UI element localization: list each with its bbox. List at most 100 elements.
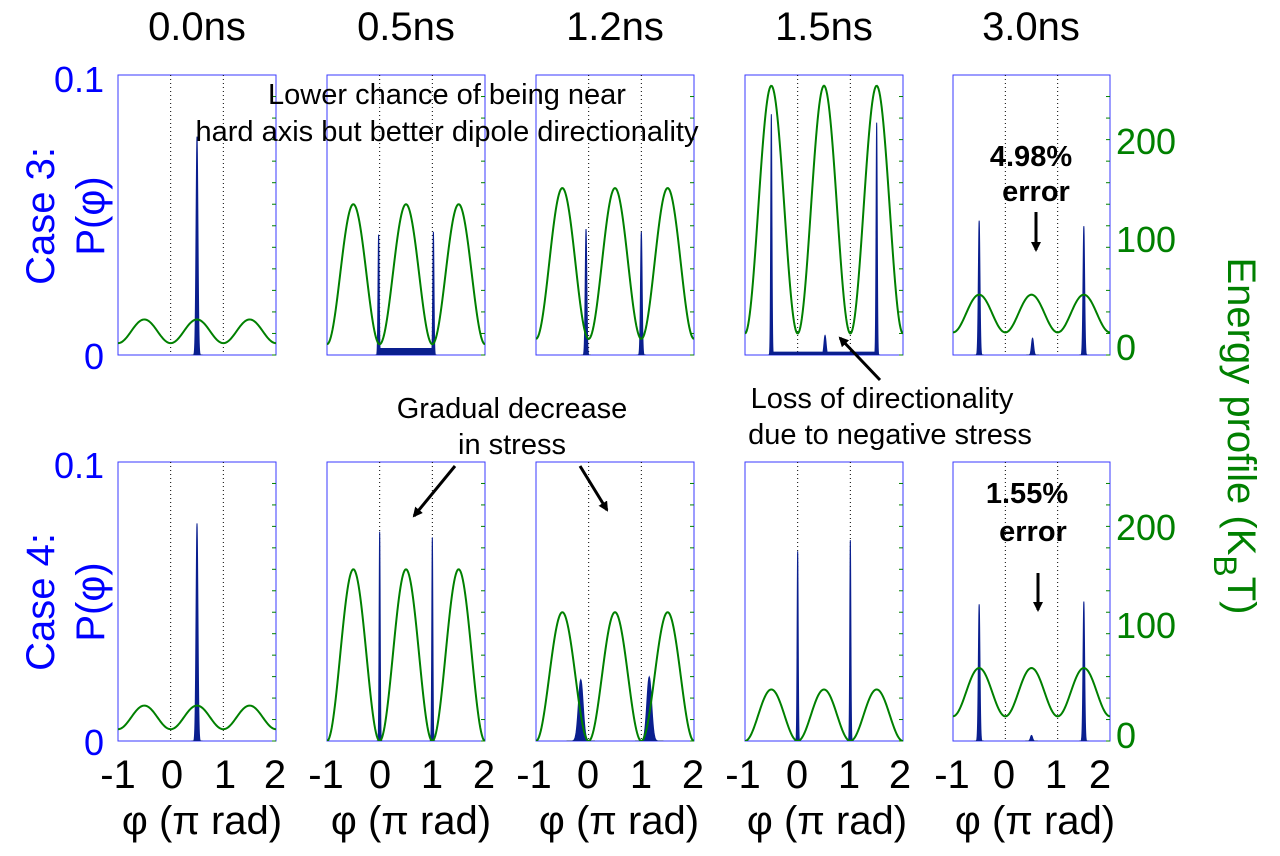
histogram-peak-1 xyxy=(191,136,203,355)
arrow-gradual-right xyxy=(578,465,609,512)
xtick-col3-0: 0 xyxy=(577,753,599,797)
histogram xyxy=(376,531,436,741)
energy-curve xyxy=(118,318,276,345)
panel-grid xyxy=(117,74,1111,742)
annotation-loss-line2: due to negative stress xyxy=(748,419,1032,451)
time-label-col-2: 0.5ns xyxy=(357,5,455,49)
panel-r2-c3 xyxy=(535,461,695,742)
annotation-case4-error-percent: 1.55% xyxy=(986,478,1068,510)
xtick-col1-2: 2 xyxy=(264,753,286,797)
xtick-col2-2: 2 xyxy=(473,753,495,797)
right-ytick-0-row2: 0 xyxy=(1116,715,1136,756)
xtick-col5-1: 1 xyxy=(1045,753,1067,797)
annotation-gradual-line1: Gradual decrease xyxy=(397,393,628,425)
left-ytick-bottom-row2: 0 xyxy=(84,722,104,763)
histogram xyxy=(375,231,437,355)
xtick-col2-m1: -1 xyxy=(308,753,344,797)
histogram-peak-1 xyxy=(974,604,984,741)
histogram-peak-1 xyxy=(376,531,383,741)
histogram xyxy=(974,601,1089,741)
arrow-loss xyxy=(838,336,882,382)
histogram-peak-1 xyxy=(375,234,383,355)
right-axis-label-end: T) xyxy=(1219,577,1263,615)
xtick-col4-2: 2 xyxy=(889,753,911,797)
xtick-col3-2: 2 xyxy=(682,753,704,797)
xtick-col4-0: 0 xyxy=(786,753,808,797)
energy-curve xyxy=(536,611,694,741)
xtick-col5-m1: -1 xyxy=(934,753,970,797)
left-ytick-top-row1: 0.1 xyxy=(54,59,104,100)
xtick-col2-1: 1 xyxy=(421,753,443,797)
panel-r2-c2 xyxy=(326,461,486,742)
arrow-gradual-left xyxy=(412,465,457,518)
annotation-case3-line1: Lower chance of being near xyxy=(268,79,626,111)
xlabel-col1: φ (π rad) xyxy=(122,799,282,843)
annotation-case4-error-word: error xyxy=(999,516,1067,548)
left-ytick-bottom-row1: 0 xyxy=(84,336,104,377)
xtick-col3-m1: -1 xyxy=(516,753,552,797)
xtick-col2-0: 0 xyxy=(369,753,391,797)
xtick-col1-0: 0 xyxy=(161,753,183,797)
panel-r1-c1 xyxy=(117,74,277,356)
panel-r1-c5 xyxy=(952,74,1111,356)
panel-r1-c2 xyxy=(326,74,486,356)
histogram-peak-2 xyxy=(1079,601,1089,741)
histogram-peak-1 xyxy=(974,220,984,355)
panel-frame xyxy=(326,74,486,356)
xtick-col4-1: 1 xyxy=(838,753,860,797)
time-label-col-4: 1.5ns xyxy=(775,5,873,49)
row-label-case4: Case 4: xyxy=(19,533,63,671)
xlabel-col5: φ (π rad) xyxy=(955,799,1115,843)
right-ytick-200-row2: 200 xyxy=(1116,507,1176,548)
row-label-case3: Case 3: xyxy=(19,147,63,285)
panel-frame xyxy=(744,461,904,742)
right-ytick-100-row1: 100 xyxy=(1116,219,1176,260)
energy-curve xyxy=(327,568,485,741)
row-label-case4-p: P(φ) xyxy=(69,562,113,641)
panel-r2-c4 xyxy=(744,461,904,742)
histogram-floor xyxy=(378,348,434,355)
xtick-col5-2: 2 xyxy=(1089,753,1111,797)
right-axis-label-main: Energy profile (K xyxy=(1219,257,1263,555)
energy-curve xyxy=(327,203,485,346)
histogram-peak-1 xyxy=(191,523,203,741)
energy-curve xyxy=(745,84,903,335)
histogram-peak-3 xyxy=(818,334,832,355)
panel-r2-c1 xyxy=(117,461,277,742)
row-label-case3-p: P(φ) xyxy=(69,176,113,255)
panel-r1-c3 xyxy=(535,74,695,356)
histogram-peak-2 xyxy=(873,122,881,355)
annotation-case3-error-percent: 4.98% xyxy=(990,141,1072,173)
energy-curve xyxy=(536,186,694,340)
right-ytick-100-row2: 100 xyxy=(1116,605,1176,646)
histogram xyxy=(974,220,1089,355)
panel-r2-c5 xyxy=(952,461,1111,742)
annotation-case3-error-word: error xyxy=(1002,176,1070,208)
annotation-gradual-line2: in stress xyxy=(458,429,566,461)
xtick-col5-0: 0 xyxy=(993,753,1015,797)
histogram xyxy=(191,523,203,741)
histogram-peak-2 xyxy=(1079,226,1089,355)
histogram-peak-3 xyxy=(1026,337,1039,355)
panel-frame xyxy=(952,74,1111,356)
energy-curve xyxy=(953,667,1110,718)
time-label-col-1: 0.0ns xyxy=(148,5,246,49)
xlabel-col2: φ (π rad) xyxy=(331,799,491,843)
histogram-peak-2 xyxy=(429,231,437,355)
xtick-col3-1: 1 xyxy=(630,753,652,797)
energy-curve xyxy=(745,688,903,741)
histogram xyxy=(191,136,203,355)
right-ytick-0-row1: 0 xyxy=(1116,327,1136,368)
energy-curve xyxy=(118,704,276,731)
histogram-peak-2 xyxy=(429,537,436,741)
time-label-col-3: 1.2ns xyxy=(566,5,664,49)
histogram xyxy=(581,228,647,355)
histogram-peak-1 xyxy=(767,114,775,355)
svg-text:Energy profile (KBT): Energy profile (KBT) xyxy=(1207,257,1263,614)
xtick-col4-m1: -1 xyxy=(725,753,761,797)
histogram xyxy=(767,114,881,355)
panel-frame xyxy=(535,461,695,742)
histogram-peak-1 xyxy=(581,228,591,355)
histogram-peak-3 xyxy=(1025,734,1038,741)
